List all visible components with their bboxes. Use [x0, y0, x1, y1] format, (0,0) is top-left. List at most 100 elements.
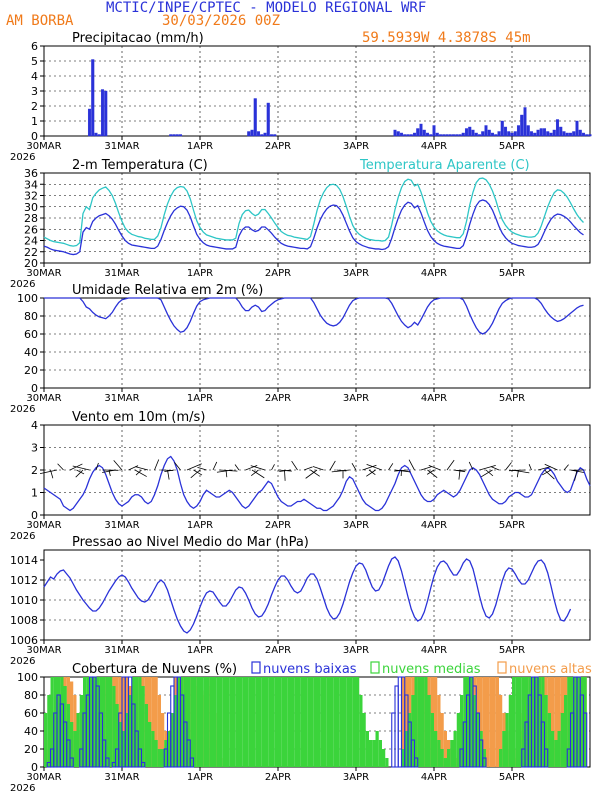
cloud-bar-green [505, 713, 509, 767]
pressure-title: Pressao ao Nivel Medio do Mar (hPa) [72, 535, 309, 550]
cloud-bar-green [206, 677, 210, 767]
precip-bar [273, 134, 277, 137]
precip-bar [399, 132, 404, 137]
pressure-ytick-label: 1006 [10, 634, 38, 647]
cloud-bar-green [209, 677, 213, 767]
clouds-ytick-label: 40 [24, 725, 38, 738]
pressure-xtick-label: 3APR [343, 645, 369, 656]
pressure-xtick-label: 5APR [499, 645, 525, 656]
cloud-bar-green [382, 749, 386, 767]
precip-ytick-label: 6 [31, 40, 38, 53]
cloud-bar-green [343, 677, 347, 767]
precip-bar [477, 134, 482, 137]
wind-arrow [291, 460, 298, 471]
cloud-bar-green [460, 695, 464, 767]
pressure-ytick-label: 1014 [10, 554, 38, 567]
cloud-bar-green [203, 677, 207, 767]
precip-bar [523, 107, 527, 137]
pressure-series-blue [43, 556, 572, 634]
cloud-bar-orange [443, 731, 447, 767]
cloud-bar-green [401, 749, 405, 767]
wind-xtick-label: 4APR [421, 520, 447, 531]
precip-bar [169, 134, 173, 137]
cloud-bar-green [219, 677, 223, 767]
cloud-bar-green [53, 677, 57, 767]
clouds-ytick-label: 0 [31, 761, 38, 774]
cloud-bar-green [144, 704, 148, 767]
wind-arrow [544, 463, 558, 471]
cloud-bar-blue [105, 757, 110, 768]
cloud-bar-green [281, 677, 285, 767]
rh-xtick-label: 30MAR [26, 393, 61, 404]
cloud-bar-green [278, 677, 282, 767]
precip-bar [393, 129, 397, 137]
precip-ytick-label: 5 [31, 55, 38, 68]
precip-bar [503, 126, 508, 137]
wind-arrow [563, 464, 569, 471]
precip-bar [471, 129, 475, 137]
wind-arrow [251, 469, 259, 477]
precip-bar [396, 131, 400, 137]
temp-title: 2-m Temperatura (C) [72, 158, 208, 173]
wind-arrow [509, 469, 526, 472]
cloud-bar-blue [69, 757, 74, 768]
cloud-bar-green [268, 677, 272, 767]
precip-bar [260, 134, 264, 137]
cloud-bar-green [437, 740, 441, 767]
cloud-bar-orange [479, 677, 483, 767]
cloud-bar-green [248, 677, 252, 767]
precip-ytick-label: 4 [31, 70, 38, 83]
cloud-bar-green [414, 677, 418, 767]
precip-bar [256, 131, 261, 137]
cloud-bar-green [174, 695, 178, 767]
cloud-bar-green [291, 677, 295, 767]
rh-xtick-label: 1APR [187, 393, 213, 404]
precip-bar [484, 125, 488, 137]
wind-arrow [305, 469, 318, 479]
cloud-bar-green [499, 749, 503, 767]
precip-bar [546, 131, 550, 137]
clouds-ytick-label: 20 [24, 743, 38, 756]
precip-bar [406, 134, 410, 137]
cloud-bar-green [323, 677, 327, 767]
cloud-bar-green [521, 677, 525, 767]
rh-title: Umidade Relativa em 2m (%) [72, 283, 263, 298]
cloud-bar-green [216, 677, 220, 767]
wind-arrow [490, 466, 500, 471]
precip-bar [403, 134, 407, 137]
rh-series-blue [44, 297, 584, 335]
temp-ytick-label: 22 [24, 246, 38, 259]
cloud-bar-green [570, 677, 574, 767]
precip-bar [458, 134, 462, 137]
cloud-bar-green [167, 731, 171, 767]
cloud-bar-orange [157, 695, 161, 767]
cloud-bar-orange [437, 695, 441, 767]
precip-bar [552, 129, 556, 137]
cloud-legend-label-green: nuvens medias [382, 662, 481, 677]
wind-xtick-label: 3APR [343, 520, 369, 531]
wind-arrow [516, 469, 519, 478]
wind-arrow [468, 461, 474, 471]
cloud-bar-green [356, 677, 360, 767]
pressure-frame [43, 549, 591, 641]
wind-arrow [427, 469, 438, 478]
cloud-legend-label-blue: nuvens baixas [263, 662, 357, 677]
pressure-xtick-label: 2APR [265, 645, 291, 656]
cloud-bar-green [300, 677, 304, 767]
rh-frame [43, 297, 591, 389]
wind-ytick-label: 2 [31, 464, 38, 477]
wind-arrow [212, 461, 218, 471]
wind-arrow [245, 465, 258, 471]
precip-bar [507, 131, 511, 137]
wind-arrow [453, 469, 466, 473]
precip-bar [490, 132, 495, 137]
precip-xtick-label: 1APR [187, 141, 213, 152]
rh-xtick-label: 3APR [343, 393, 369, 404]
cloud-bar-green [229, 677, 233, 767]
clouds-xtick-label: 31MAR [104, 772, 139, 783]
temp-xtick-label: 1APR [187, 268, 213, 279]
run-date-label: 30/03/2026 00Z [162, 13, 281, 29]
cloud-bar-blue [101, 739, 107, 768]
cloud-bar-green [73, 731, 77, 767]
cloud-bar-green [57, 677, 61, 767]
